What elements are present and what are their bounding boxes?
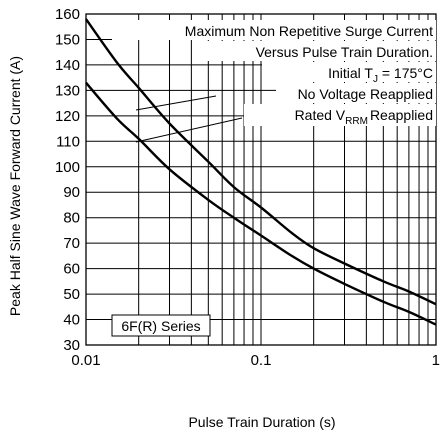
leader-rated <box>135 117 243 143</box>
annotation-temperature: = 175°C <box>378 65 433 81</box>
annotation-initial-t: Initial T <box>328 65 373 81</box>
series-label-rated: Rated VRRM Reapplied <box>295 107 433 127</box>
rated-suffix: Reapplied <box>370 107 433 123</box>
annotation-line-3: Initial TJ = 175°C <box>328 65 433 85</box>
annotation-block: Maximum Non Repetitive Surge Current Ver… <box>112 20 436 143</box>
series-box-frame <box>111 314 211 337</box>
series-label-bg-2 <box>244 104 436 126</box>
plot-frame <box>85 13 437 346</box>
series-box: 6F(R) Series <box>111 314 211 337</box>
series-label-bg-1 <box>276 83 436 103</box>
annotation-bg-1 <box>112 20 436 40</box>
y-tick-label: 100 <box>55 159 80 176</box>
x-tick-label: 1 <box>432 352 440 369</box>
annotation-bg-2 <box>200 41 436 61</box>
tick-labels: 30 40 50 60 70 80 90 100 110 120 130 140 150 160 0.01 0… <box>55 6 440 369</box>
y-tick-label: 70 <box>63 235 80 252</box>
x-axis-title: Pulse Train Duration (s) <box>188 414 335 430</box>
curve-no-voltage-reapplied <box>85 18 437 306</box>
y-tick-label: 60 <box>63 261 80 278</box>
curves <box>85 18 437 326</box>
y-tick-label: 40 <box>63 312 80 329</box>
y-tick-label: 130 <box>55 82 80 99</box>
y-tick-label: 120 <box>55 108 80 125</box>
series-label-no-voltage: No Voltage Reapplied <box>298 86 433 102</box>
y-tick-label: 90 <box>63 184 80 201</box>
y-tick-label: 160 <box>55 6 80 23</box>
y-axis-title: Peak Half Sine Wave Forward Current (A) <box>7 56 23 316</box>
x-tick-label: 0.01 <box>71 352 100 369</box>
y-tick-label: 140 <box>55 57 80 74</box>
rated-subscript: RRM <box>345 116 368 127</box>
y-tick-label: 30 <box>63 337 80 354</box>
series-box-label: 6F(R) Series <box>121 318 200 334</box>
leader-no-voltage <box>135 95 217 111</box>
y-tick-label: 50 <box>63 286 80 303</box>
y-tick-label: 110 <box>56 133 80 150</box>
annotation-line-1: Maximum Non Repetitive Surge Current <box>185 23 433 39</box>
annotation-j-subscript: J <box>373 74 378 85</box>
rated-prefix: Rated V <box>295 107 346 123</box>
x-tick-label: 0.1 <box>251 352 272 369</box>
annotation-line-2: Versus Pulse Train Duration. <box>256 44 433 60</box>
annotation-bg-3 <box>262 62 436 82</box>
curve-rated-vrrm-reapplied <box>85 81 437 326</box>
y-tick-label: 80 <box>63 210 80 227</box>
y-tick-label: 150 <box>55 31 80 48</box>
